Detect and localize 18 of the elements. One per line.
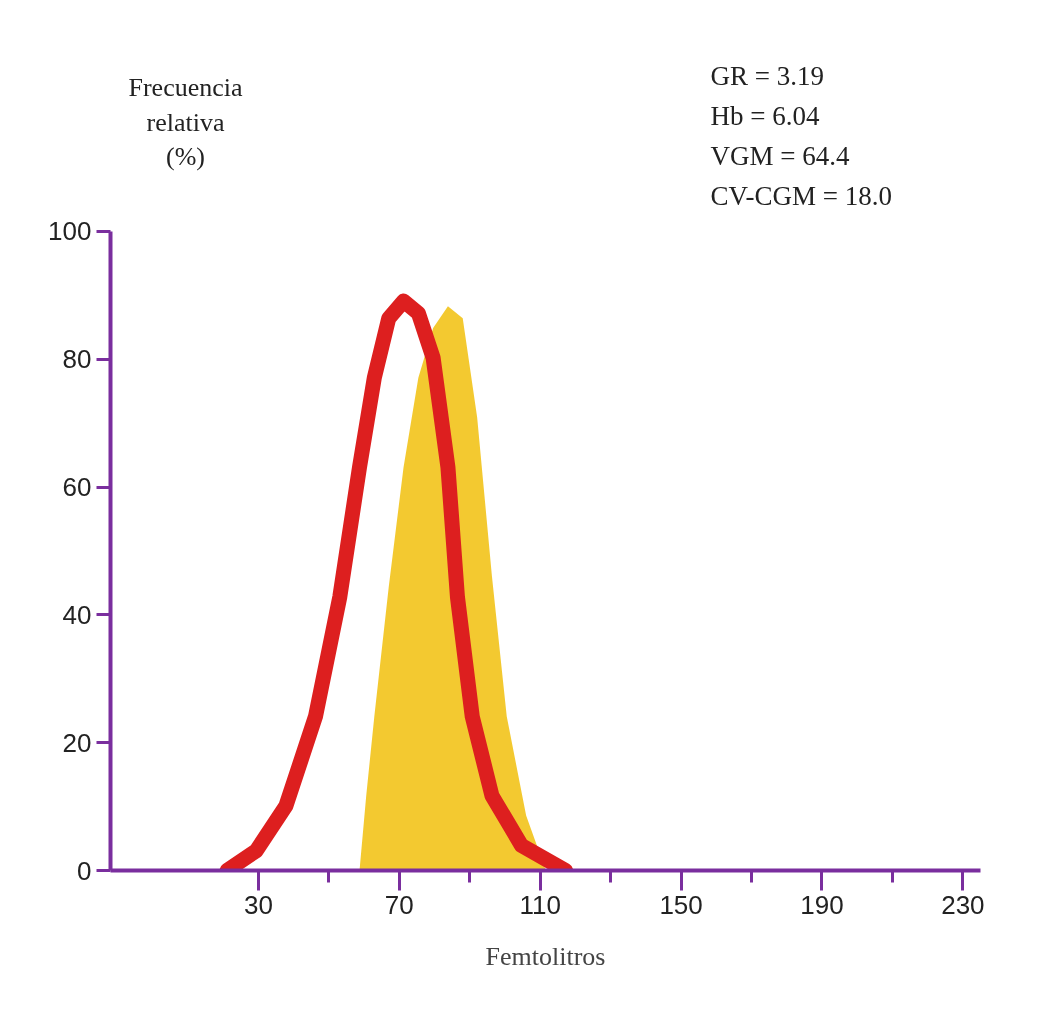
y-tick-label: 0 xyxy=(77,855,92,886)
y-tick-label: 40 xyxy=(62,599,92,630)
text: VGM = 64.4 xyxy=(710,141,850,172)
y-tick-label: 100 xyxy=(48,216,92,247)
x-tick-label: 70 xyxy=(384,889,414,920)
y-tick-label: 80 xyxy=(62,344,92,375)
x-tick-label: 110 xyxy=(519,889,561,920)
x-tick-label: 190 xyxy=(800,889,844,920)
x-axis-title: Femtolitros xyxy=(485,941,606,971)
text: GR = 3.19 xyxy=(710,61,824,92)
x-tick-label: 30 xyxy=(243,889,273,920)
y-axis-title: Frecuencia relativa (%) xyxy=(128,72,243,172)
x-tick-label: 150 xyxy=(659,889,703,920)
y-tick-label: 20 xyxy=(62,727,92,758)
text: Hb = 6.04 xyxy=(710,101,820,132)
x-tick-label: 230 xyxy=(941,889,985,920)
y-tick-label: 60 xyxy=(62,472,92,503)
text: CV-CGM = 18.0 xyxy=(710,181,893,212)
